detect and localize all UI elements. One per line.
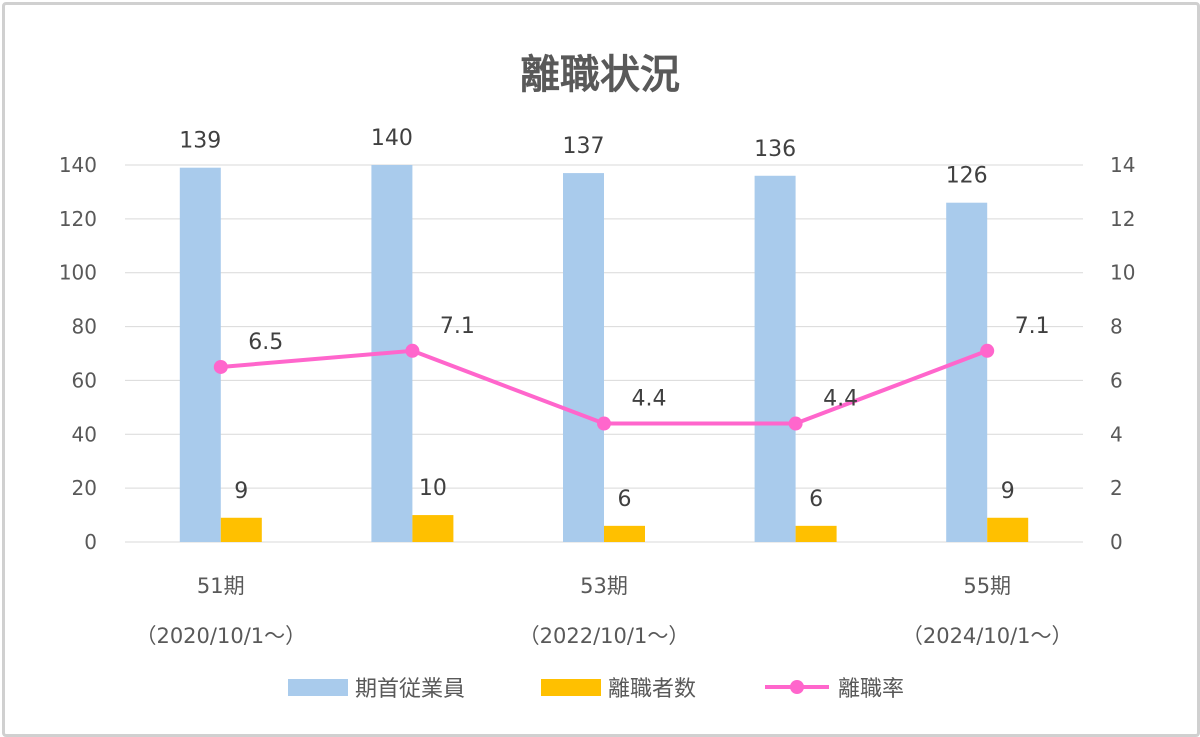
legend-label: 期首従業員 <box>355 677 465 702</box>
right-axis-tick-label: 2 <box>1110 476 1123 500</box>
legend-swatch <box>288 679 348 696</box>
bar-employees <box>946 202 988 542</box>
right-axis-tick-label: 0 <box>1110 530 1123 554</box>
bar-leavers <box>987 517 1029 542</box>
x-axis-tick-label: 53期 <box>580 574 628 598</box>
data-label: 6 <box>618 487 632 512</box>
bar-employees <box>754 175 796 542</box>
right-axis-tick-label: 14 <box>1110 153 1135 177</box>
data-label: 139 <box>179 129 221 154</box>
left-axis-tick-label: 0 <box>84 530 97 554</box>
data-label: 4.4 <box>823 387 858 412</box>
data-label: 10 <box>419 476 447 501</box>
left-axis-tick-label: 20 <box>72 476 97 500</box>
data-label: 126 <box>946 164 988 189</box>
data-label: 6.5 <box>248 330 283 355</box>
left-axis-tick-label: 80 <box>72 315 97 339</box>
legend-swatch <box>541 679 601 696</box>
right-axis-tick-label: 4 <box>1110 422 1123 446</box>
bar-leavers <box>220 517 262 542</box>
bar-employees <box>563 173 604 543</box>
x-axis-tick-label: 55期 <box>963 574 1011 598</box>
left-axis-tick-label: 40 <box>72 422 97 446</box>
right-axis-tick-label: 10 <box>1110 261 1135 285</box>
data-label: 4.4 <box>632 387 667 412</box>
bar-employees <box>179 167 221 542</box>
right-axis-tick-label: 12 <box>1110 207 1135 231</box>
line-point <box>213 359 228 374</box>
bar-leavers <box>795 525 837 542</box>
left-axis-tick-label: 60 <box>72 368 97 392</box>
line-point <box>980 343 995 358</box>
legend-label: 離職率 <box>838 677 904 702</box>
data-label: 137 <box>563 134 605 159</box>
x-axis-tick-label: 51期 <box>197 574 245 598</box>
right-axis-tick-label: 8 <box>1110 315 1123 339</box>
data-label: 9 <box>234 479 248 504</box>
legend-label: 離職者数 <box>608 677 696 702</box>
bar-leavers <box>412 515 454 542</box>
data-label: 136 <box>754 137 796 162</box>
line-point <box>788 416 803 431</box>
x-axis-tick-sublabel: （2024/10/1～） <box>902 624 1073 648</box>
data-label: 9 <box>1001 479 1015 504</box>
data-label: 7.1 <box>1015 314 1050 339</box>
chart-title: 離職状況 <box>520 52 680 98</box>
line-point <box>405 343 420 358</box>
data-label: 7.1 <box>440 314 475 339</box>
bar-leavers <box>604 525 645 542</box>
left-axis-tick-label: 140 <box>59 153 97 177</box>
right-axis-tick-label: 6 <box>1110 368 1123 392</box>
data-label: 6 <box>809 487 823 512</box>
left-axis-tick-label: 120 <box>59 207 97 231</box>
x-axis-tick-sublabel: （2020/10/1～） <box>135 624 306 648</box>
data-label: 140 <box>371 126 413 151</box>
line-point <box>597 416 611 431</box>
left-axis-tick-label: 100 <box>59 261 97 285</box>
legend-swatch-marker <box>790 680 804 694</box>
x-axis-tick-sublabel: （2022/10/1～） <box>519 624 690 648</box>
